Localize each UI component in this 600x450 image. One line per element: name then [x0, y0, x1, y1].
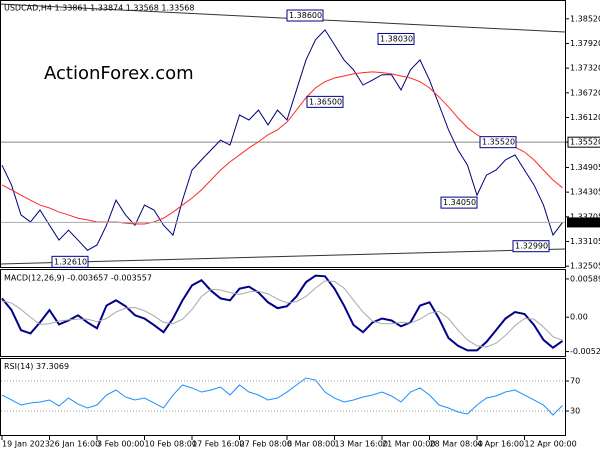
last-price-box [567, 217, 600, 228]
price-annotation-box [512, 240, 550, 253]
x-tick-label: 28 Mar 08:00 [430, 440, 483, 449]
series-line [1, 274, 564, 352]
macd-panel-border [0, 269, 566, 357]
price-annotation-box [440, 196, 478, 209]
watermark: ActionForex.com [44, 63, 194, 84]
x-tick-label: 17 Feb 16:00 [192, 440, 244, 449]
price-annotation-box [479, 136, 517, 149]
price-annotation: 1.38030 [380, 34, 413, 43]
series-line [1, 71, 563, 225]
y-tick-label: 1.34305 [570, 188, 600, 197]
y-tick-label: 30 [570, 407, 580, 416]
y-tick-label: 1.32505 [570, 262, 600, 271]
price-annotation: 1.32990 [515, 242, 548, 251]
rsi-panel-border [0, 358, 566, 436]
price-annotation-box [377, 32, 415, 45]
series-line [1, 280, 563, 348]
y-tick-label: 1.36720 [570, 88, 600, 97]
x-tick-label: 10 Feb 08:00 [145, 440, 197, 449]
panel-title: RSI(14) 37.3069 [4, 362, 69, 371]
y-tick-label: 1.37320 [570, 64, 600, 73]
x-tick-label: 27 Feb 08:00 [240, 440, 292, 449]
panel-title: MACD(12,26,9) -0.003657 -0.003557 [4, 274, 152, 283]
price-annotation-box [286, 9, 324, 22]
x-tick-label: 26 Jan 16:00 [50, 440, 101, 449]
y-tick-box [567, 136, 600, 148]
x-tick-label: 21 Mar 00:00 [382, 440, 435, 449]
y-tick-label: 0.00 [570, 313, 588, 322]
price-annotation: 1.32610 [54, 257, 87, 266]
y-tick-label: 1.33705 [570, 212, 600, 221]
y-tick-label: 1.36120 [570, 113, 600, 122]
price-annotation-box [51, 255, 89, 268]
y-tick-label: 1.35520 [570, 138, 600, 147]
x-tick-label: 13 Mar 16:00 [335, 440, 388, 449]
y-tick-label: 70 [570, 377, 580, 386]
x-tick-label: 6 Mar 08:00 [287, 440, 335, 449]
panel-borders [0, 0, 566, 436]
trendline-lower [0, 248, 566, 265]
series-line [1, 29, 563, 251]
price-annotation: 1.34050 [443, 198, 476, 207]
panel-title: USDCAD,H4 1.33861 1.33874 1.33568 1.3356… [4, 4, 194, 13]
x-tick-label: 3 Feb 00:00 [97, 440, 144, 449]
last-price-label: 1.33568 [569, 218, 600, 227]
x-tick-label: 4 Apr 16:00 [477, 440, 524, 449]
price-annotation: 1.36500 [309, 97, 342, 106]
x-tick-label: 19 Jan 2023 [2, 440, 50, 449]
series-line [1, 377, 563, 416]
y-tick-label: 0.005895 [570, 274, 600, 283]
y-tick-label: -0.005286 [570, 347, 600, 356]
price-annotation: 1.38600 [289, 11, 322, 20]
y-tick-label: 1.37920 [570, 39, 600, 48]
y-tick-label: 1.33105 [570, 237, 600, 246]
price-annotation-box [306, 95, 344, 108]
x-tick-label: 12 Apr 00:00 [525, 440, 577, 449]
price-panel-border [0, 0, 566, 268]
price-annotation: 1.35520 [482, 138, 515, 147]
y-tick-label: 1.38520 [570, 14, 600, 23]
y-tick-label: 1.34905 [570, 163, 600, 172]
trendline-upper [0, 3, 566, 33]
